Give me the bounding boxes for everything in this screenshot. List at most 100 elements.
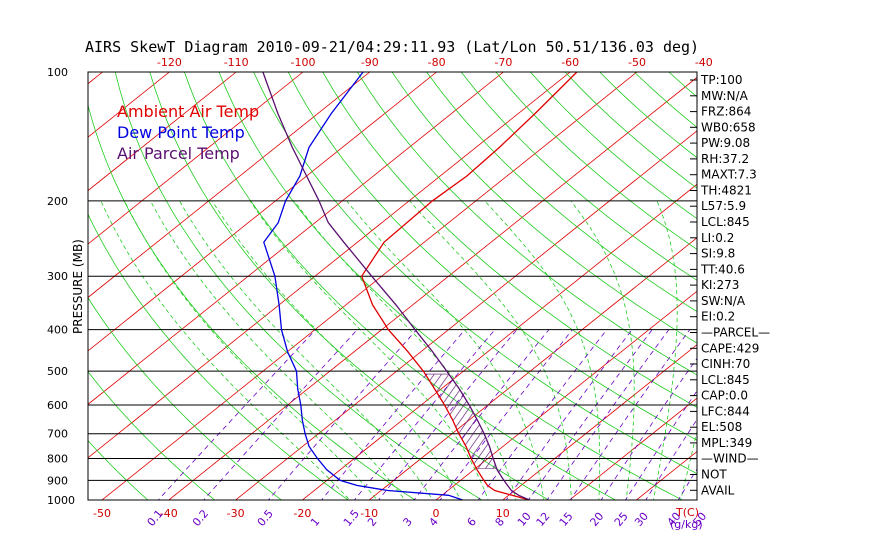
top-temperature-tick: -60 [561,56,579,69]
top-temperature-tick: -80 [428,56,446,69]
stat-item: TP:100 [700,73,743,87]
moist-adiabat [211,200,461,500]
stat-item: AVAIL [701,483,735,497]
legend: Ambient Air Temp Dew Point Temp Air Parc… [117,102,259,163]
moist-adiabat [570,200,635,500]
dry-adiabat [426,72,697,313]
pressure-tick-label: 600 [47,399,68,412]
dry-adiabat [773,72,870,509]
series-line-1 [263,72,463,500]
stat-item: FRZ:864 [701,105,751,119]
isotherm-line [88,72,437,352]
mixing-ratio-lines [157,329,697,500]
isotherm-line [88,72,504,405]
stat-item: LI:0.2 [701,231,734,245]
isotherm-line [368,237,697,500]
stat-item: TT:40.6 [700,262,745,276]
bottom-temperature-tick: -40 [160,507,178,520]
dry-adiabat [88,371,216,500]
moist-adiabat-lines [100,200,697,500]
bottom-temperature-tick: -50 [93,507,111,520]
profile-lines [262,72,578,500]
plot-frame [87,71,698,501]
isotherm-line [0,72,36,509]
moist-adiabat [150,200,406,500]
mixing-ratio-line [157,329,316,500]
dry-adiabat [357,72,697,376]
pressure-tick-label: 900 [47,474,68,487]
bottom-temperature-axis: -50 -40 -30 -20 -10 0 10 [93,507,510,520]
isotherm-line [759,72,870,509]
y-axis-label: PRESSURE (MB) [71,239,85,334]
pressure-tick-label: 100 [47,66,68,79]
stat-item: —WIND— [701,452,759,466]
pressure-tick-label: 200 [47,195,68,208]
stat-item: CAP:0.0 [701,389,748,403]
dry-adiabat-lines [88,72,870,509]
pressure-axis: 100 200 300 400 500 600 700 800 900 1000 [47,66,75,507]
pressure-tick-label: 400 [47,324,68,337]
bottom-temperature-tick: -20 [293,507,311,520]
legend-ambient: Ambient Air Temp [117,102,259,121]
stat-item: KI:273 [701,278,739,292]
dry-adiabat [495,72,697,250]
stat-item: EL:508 [701,420,742,434]
pressure-tick-label: 700 [47,428,68,441]
stat-item: MPL:349 [701,436,752,450]
stat-item: MW:N/A [701,89,749,103]
mixing-ratio-line [625,390,697,500]
mixing-ratio-line [353,329,496,500]
stat-item: CINH:70 [701,357,750,371]
moist-adiabat [409,200,572,500]
dry-adiabat [88,440,149,500]
mixing-ratio-label: 15 [557,510,576,529]
stat-item: MAXT:7.3 [701,168,757,182]
series-line-0 [360,72,578,500]
dry-adiabat [322,72,697,408]
mixing-ratio-label: 12 [534,510,553,529]
dry-adiabat [88,213,349,500]
pressure-tick-label: 800 [47,453,68,466]
isotherm-line [88,72,571,459]
dry-adiabat [668,72,697,98]
mixing-ratio-line [569,329,691,500]
moist-adiabat [124,200,378,500]
isotherm-line [502,344,697,500]
stat-item: SW:N/A [701,294,746,308]
moist-adiabat [249,200,489,500]
stat-item: TH:4821 [700,184,752,198]
top-temperature-axis: -120 -110 -100 -90 -80 -70 -60 -50 -40 [157,56,713,69]
mixing-ratio-label: 1 [308,515,322,529]
stat-item: WB0:658 [701,120,756,134]
stat-item: —PARCEL— [701,326,770,340]
mixing-ratio-line [203,329,358,500]
bottom-temperature-tick: 10 [496,507,510,520]
mixing-ratio-label: 30 [632,510,651,529]
mixing-ratio-line [267,329,417,500]
bottom-temperature-tick: -10 [360,507,378,520]
isotherm-line [568,397,697,500]
mixing-ratio-line [378,329,518,500]
chart-title: AIRS SkewT Diagram 2010-09-21/04:29:11.9… [85,38,699,56]
stat-item: LCL:845 [701,373,750,387]
legend-dewpoint: Dew Point Temp [117,123,245,142]
mixing-ratio-label: 3 [400,515,414,529]
isotherm-line [88,72,237,192]
stat-item: CAPE:429 [701,341,759,355]
dry-adiabat [287,72,697,441]
top-temperature-tick: -50 [628,56,646,69]
mixing-ratio-label: 1.5 [341,507,362,529]
moist-adiabat [179,200,434,500]
stat-item: LCL:845 [701,215,750,229]
dry-adiabat [184,72,617,500]
dry-adiabat [253,72,697,475]
moist-adiabat [653,200,678,500]
mixing-ratio-line [505,329,633,500]
mixing-ratio-label: 0.5 [255,507,276,529]
bottom-temperature-tick: -30 [227,507,245,520]
dry-adiabat [88,296,283,500]
mixing-ratio-label: 10 [515,510,534,529]
isotherm-lines [0,72,870,509]
moist-adiabat [346,200,545,500]
moist-adiabat [484,200,601,500]
